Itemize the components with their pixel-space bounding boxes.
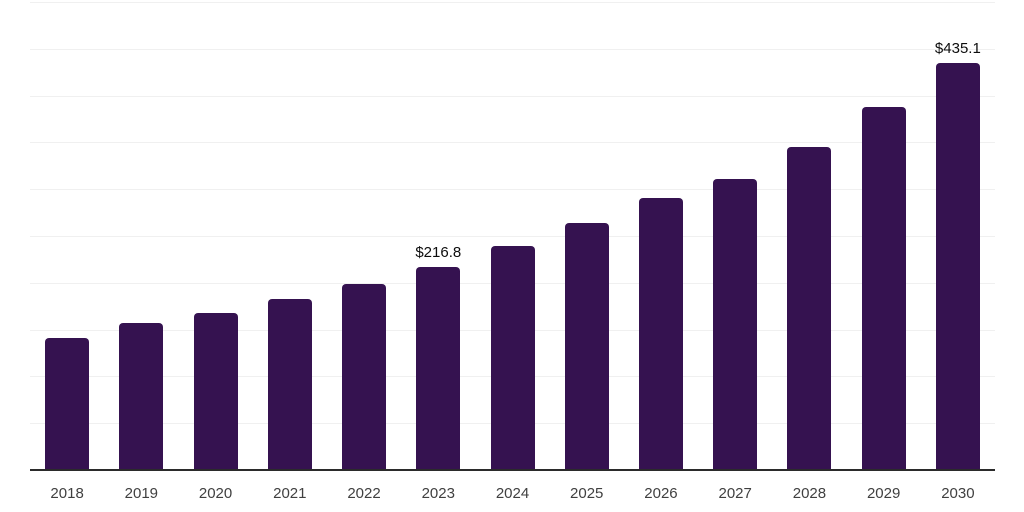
bar-2026	[638, 198, 683, 470]
tick-label-2023: 2023	[421, 485, 455, 502]
tick-label-2026: 2026	[644, 485, 678, 502]
bar-2021	[267, 299, 312, 470]
bar-2023	[416, 267, 461, 470]
bar-2027	[713, 179, 758, 470]
tick-label-2019: 2019	[124, 485, 159, 502]
bar-2028	[787, 146, 832, 470]
tick-label-2020: 2020	[198, 485, 233, 502]
x-axis-line	[30, 469, 995, 471]
gridline-450	[30, 48, 995, 50]
tick-label-2021: 2021	[273, 485, 307, 502]
tick-label-2030: 2030	[941, 485, 975, 502]
tick-label-2025: 2025	[570, 485, 604, 502]
gridline-300	[30, 189, 995, 191]
bar-2030	[935, 62, 980, 470]
bar-2022	[342, 284, 387, 470]
data-label-2030: $435.1	[934, 39, 981, 57]
bar-2025	[564, 222, 609, 470]
bar-2024	[490, 246, 535, 470]
bar-2019	[119, 322, 164, 470]
tick-label-2027: 2027	[718, 485, 752, 502]
bar-2018	[45, 338, 90, 470]
gridline-500	[30, 2, 995, 3]
tick-label-2028: 2028	[792, 485, 827, 502]
tick-label-2018: 2018	[50, 485, 84, 502]
tick-label-2022: 2022	[347, 485, 381, 502]
data-label-2023: $216.8	[415, 244, 462, 262]
tick-label-2029: 2029	[866, 485, 901, 502]
bar-2020	[193, 312, 238, 470]
bar-2029	[861, 107, 906, 470]
gridline-400	[30, 95, 995, 97]
tick-label-2024: 2024	[495, 485, 530, 502]
gridline-350	[30, 142, 995, 144]
gridline-250	[30, 236, 995, 237]
